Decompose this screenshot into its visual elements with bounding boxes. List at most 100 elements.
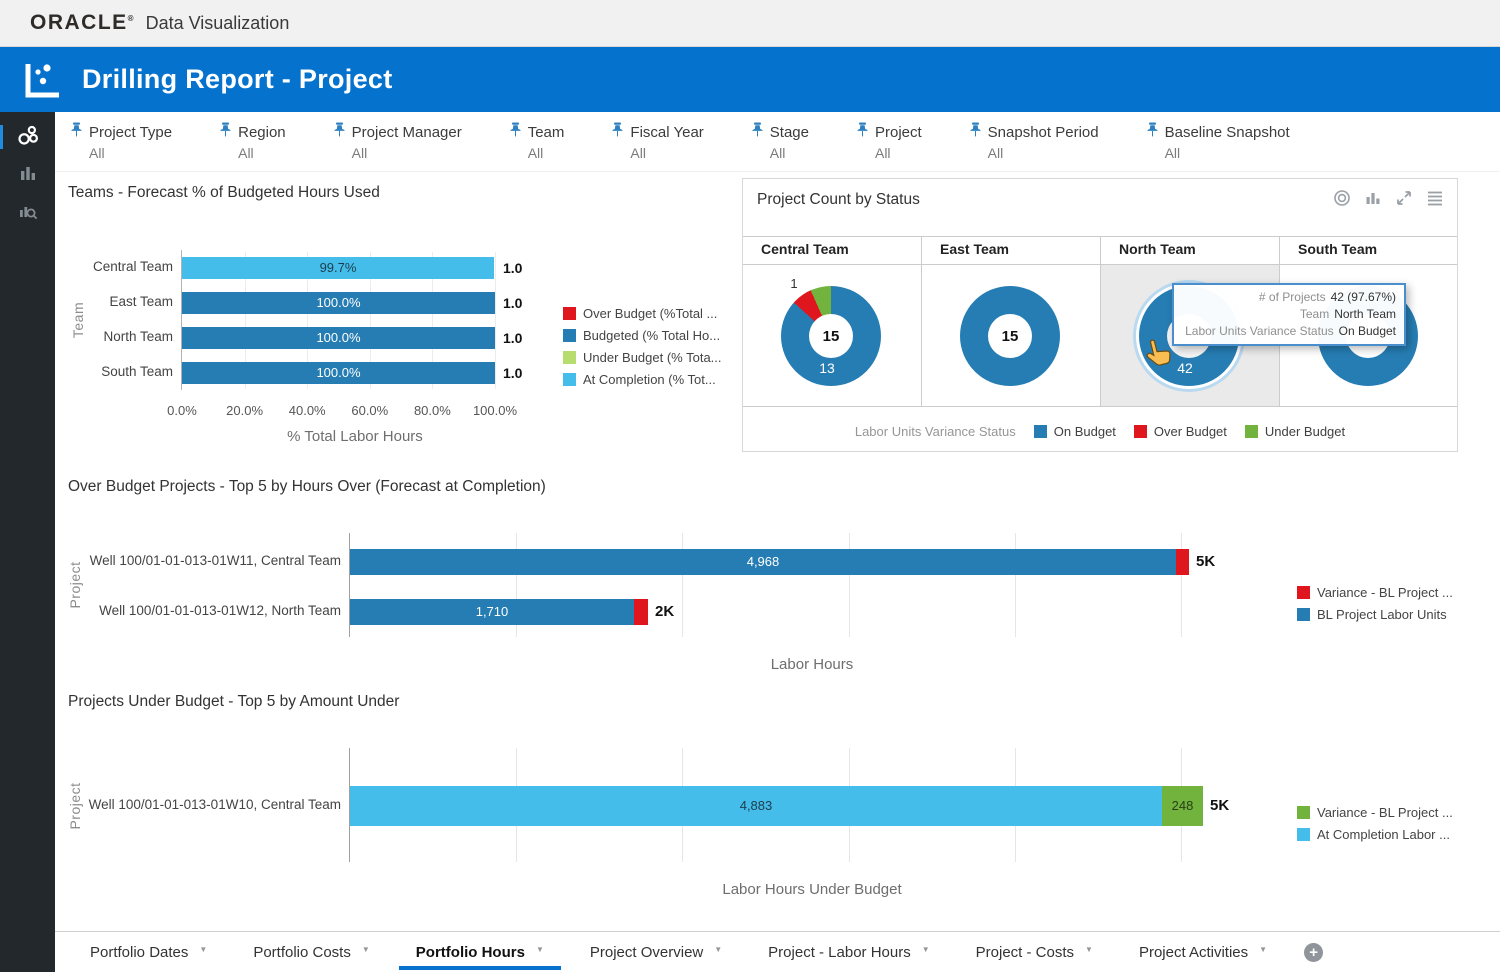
bar-total-label: 1.0 xyxy=(503,365,523,381)
legend-item-bl-project-labor-units[interactable]: BL Project Labor Units xyxy=(1297,607,1447,622)
tab-portfolio-costs[interactable]: Portfolio Costs ▼ xyxy=(230,932,392,972)
filter-project[interactable]: Project All xyxy=(856,122,922,161)
product-name: Data Visualization xyxy=(145,12,290,33)
bar-chart-icon[interactable] xyxy=(1364,189,1382,207)
gridline xyxy=(369,252,371,389)
legend-label: Under Budget xyxy=(1264,424,1346,439)
bar-charts-icon xyxy=(18,163,38,188)
legend-item-under-budget-tota[interactable]: Under Budget (% Tota... xyxy=(563,350,722,365)
sidebar xyxy=(0,112,55,972)
filter-label: Fiscal Year xyxy=(630,123,704,141)
filter-project-manager[interactable]: Project Manager All xyxy=(333,122,462,161)
filter-bar: Project Type All Region All Project Manager A… xyxy=(55,112,1500,172)
legend-item-variance-bl-project[interactable]: Variance - BL Project ... xyxy=(1297,585,1453,600)
y-axis-line xyxy=(181,250,182,390)
tab-portfolio-hours[interactable]: Portfolio Hours ▼ xyxy=(393,932,567,972)
legend-swatch xyxy=(1297,586,1310,599)
tab-label: Project - Costs xyxy=(975,943,1075,961)
filter-value: All xyxy=(874,145,891,161)
gridline xyxy=(307,252,309,389)
filter-region[interactable]: Region All xyxy=(219,122,286,161)
tab-caret-icon[interactable]: ▼ xyxy=(361,944,370,954)
y-axis-label: North Team xyxy=(103,329,173,344)
tab-portfolio-dates[interactable]: Portfolio Dates ▼ xyxy=(67,932,230,972)
filter-value: All xyxy=(769,145,786,161)
legend-swatch xyxy=(563,307,576,320)
legend-swatch xyxy=(1297,806,1310,819)
tab-caret-icon[interactable]: ▼ xyxy=(921,944,930,954)
sidebar-item-charts[interactable] xyxy=(0,156,55,194)
bar-total-label: 5K xyxy=(1196,553,1216,570)
sidebar-item-explore[interactable] xyxy=(0,194,55,232)
tab-project-activities[interactable]: Project Activities ▼ xyxy=(1116,932,1290,972)
x-axis-tick-label: 40.0% xyxy=(288,403,326,418)
bar-segment[interactable]: 100.0% xyxy=(182,292,495,314)
gridline xyxy=(1181,533,1182,637)
legend-item-at-completion-labor[interactable]: At Completion Labor ... xyxy=(1297,827,1450,842)
canvas-tab-bar: Portfolio Dates ▼ Portfolio Costs ▼ Portfoli… xyxy=(55,931,1500,972)
legend-label: Budgeted (% Total Ho... xyxy=(583,328,721,343)
over-budget-y-axis-title: Project xyxy=(67,561,83,609)
bar-segment[interactable]: 100.0% xyxy=(182,362,495,384)
pin-icon xyxy=(333,122,346,142)
pin-icon xyxy=(751,122,764,142)
y-axis-label: South Team xyxy=(101,364,173,379)
legend-item-over-budget[interactable]: Over Budget xyxy=(1133,424,1227,439)
legend-swatch xyxy=(1297,828,1310,841)
legend-label: Under Budget (% Tota... xyxy=(583,350,722,365)
tab-caret-icon[interactable]: ▼ xyxy=(535,944,544,954)
bar-segment-base[interactable]: 4,883 xyxy=(350,786,1162,826)
bar-segment-variance[interactable] xyxy=(634,599,648,625)
legend-label: Over Budget (%Total ... xyxy=(583,306,718,321)
tab-caret-icon[interactable]: ▼ xyxy=(1259,944,1268,954)
filter-value: All xyxy=(351,145,368,161)
legend-item-on-budget[interactable]: On Budget xyxy=(1033,424,1116,439)
filter-value: All xyxy=(238,145,254,161)
tab-label: Portfolio Costs xyxy=(253,943,351,961)
legend-item-under-budget[interactable]: Under Budget xyxy=(1244,424,1346,439)
filter-value: All xyxy=(630,145,646,161)
bar-segment-variance[interactable]: 248 xyxy=(1162,786,1203,826)
legend-item-variance-bl-project[interactable]: Variance - BL Project ... xyxy=(1297,805,1453,820)
bar-total-label: 1.0 xyxy=(503,295,523,311)
bar-segment-variance[interactable] xyxy=(1176,549,1189,575)
legend-item-over-budget-total[interactable]: Over Budget (%Total ... xyxy=(563,306,717,321)
tab-project-costs[interactable]: Project - Costs ▼ xyxy=(953,932,1116,972)
legend-label: On Budget xyxy=(1053,424,1116,439)
filter-value: All xyxy=(987,145,1004,161)
legend-label: At Completion Labor ... xyxy=(1317,827,1450,842)
filter-stage[interactable]: Stage All xyxy=(751,122,809,161)
filter-fiscal-year[interactable]: Fiscal Year All xyxy=(611,122,704,161)
pin-icon xyxy=(509,122,522,142)
expand-icon[interactable] xyxy=(1395,189,1413,207)
y-axis-line xyxy=(349,748,350,862)
filter-value: All xyxy=(527,145,544,161)
donut-hole xyxy=(988,314,1032,358)
tab-caret-icon[interactable]: ▼ xyxy=(714,944,723,954)
filter-team[interactable]: Team All xyxy=(509,122,564,161)
tab-caret-icon[interactable]: ▼ xyxy=(199,944,208,954)
filter-label: Project Manager xyxy=(351,123,462,141)
filter-project-type[interactable]: Project Type All xyxy=(70,122,172,161)
legend-label: Over Budget xyxy=(1153,424,1227,439)
tab-caret-icon[interactable]: ▼ xyxy=(1085,944,1093,954)
gridline xyxy=(516,533,517,637)
tab-project-labor-hours[interactable]: Project - Labor Hours ▼ xyxy=(745,932,952,972)
bar-segment-base[interactable]: 1,710 xyxy=(350,599,634,625)
legend-item-at-completion-tot[interactable]: At Completion (% Tot... xyxy=(563,372,716,387)
gridline xyxy=(432,252,434,389)
donut-chart-icon[interactable] xyxy=(1333,189,1351,207)
list-icon[interactable] xyxy=(1426,189,1444,207)
filter-snapshot-period[interactable]: Snapshot Period All xyxy=(969,122,1099,161)
bar-segment[interactable]: 99.7% xyxy=(182,257,495,279)
add-canvas-button[interactable]: + xyxy=(1304,942,1324,962)
legend-swatch xyxy=(1244,425,1258,438)
sidebar-item-visualize[interactable] xyxy=(0,118,55,156)
legend-item-budgeted-total-ho[interactable]: Budgeted (% Total Ho... xyxy=(563,328,720,343)
filter-baseline-snapshot[interactable]: Baseline Snapshot All xyxy=(1146,122,1290,161)
tooltip-row: Team North Team xyxy=(1299,307,1396,321)
bar-segment-base[interactable]: 4,968 xyxy=(350,549,1176,575)
bar-segment[interactable]: 100.0% xyxy=(182,327,495,349)
tab-label: Portfolio Hours xyxy=(415,943,525,961)
tab-project-overview[interactable]: Project Overview ▼ xyxy=(567,932,745,972)
